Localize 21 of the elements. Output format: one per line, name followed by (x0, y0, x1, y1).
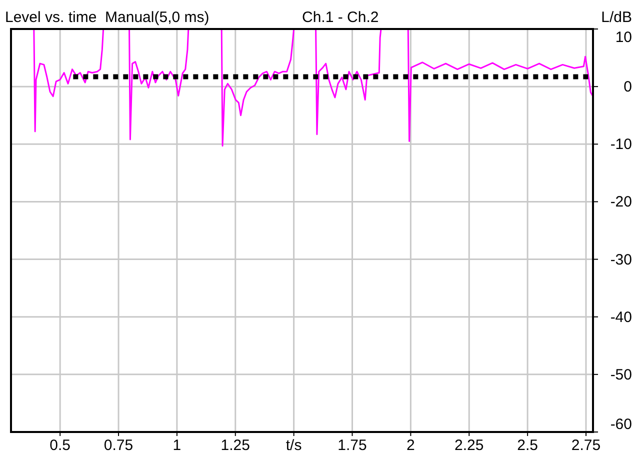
x-tick-label: 0.5 (50, 437, 71, 454)
x-tick-label: 1.25 (220, 437, 250, 454)
x-tick-label: 2.75 (571, 437, 601, 454)
x-tick-label: 1.75 (338, 437, 367, 454)
y-tick-label: -30 (610, 251, 632, 268)
chart-subtitle: Ch.1 - Ch.2 (302, 9, 379, 26)
x-tick-label: t/s (286, 437, 302, 454)
y-tick-label: -40 (610, 308, 632, 326)
x-tick-label: 2 (406, 437, 415, 454)
x-tick-label: 2.25 (454, 437, 484, 454)
y-tick-label: -10 (610, 136, 632, 154)
y-tick-label: -50 (610, 366, 632, 384)
y-tick-label: 10 (615, 29, 632, 46)
y-tick-label: -20 (610, 194, 632, 211)
y-tick-label: 0 (624, 78, 632, 96)
chart-title: Level vs. time Manual(5,0 ms) (5, 9, 210, 26)
y-tick-label: -60 (610, 416, 632, 433)
x-tick-label: 0.75 (104, 437, 134, 454)
x-tick-label: 1 (172, 437, 182, 454)
y-axis-title: L/dB (601, 9, 632, 26)
x-tick-label: 2.5 (517, 437, 538, 454)
